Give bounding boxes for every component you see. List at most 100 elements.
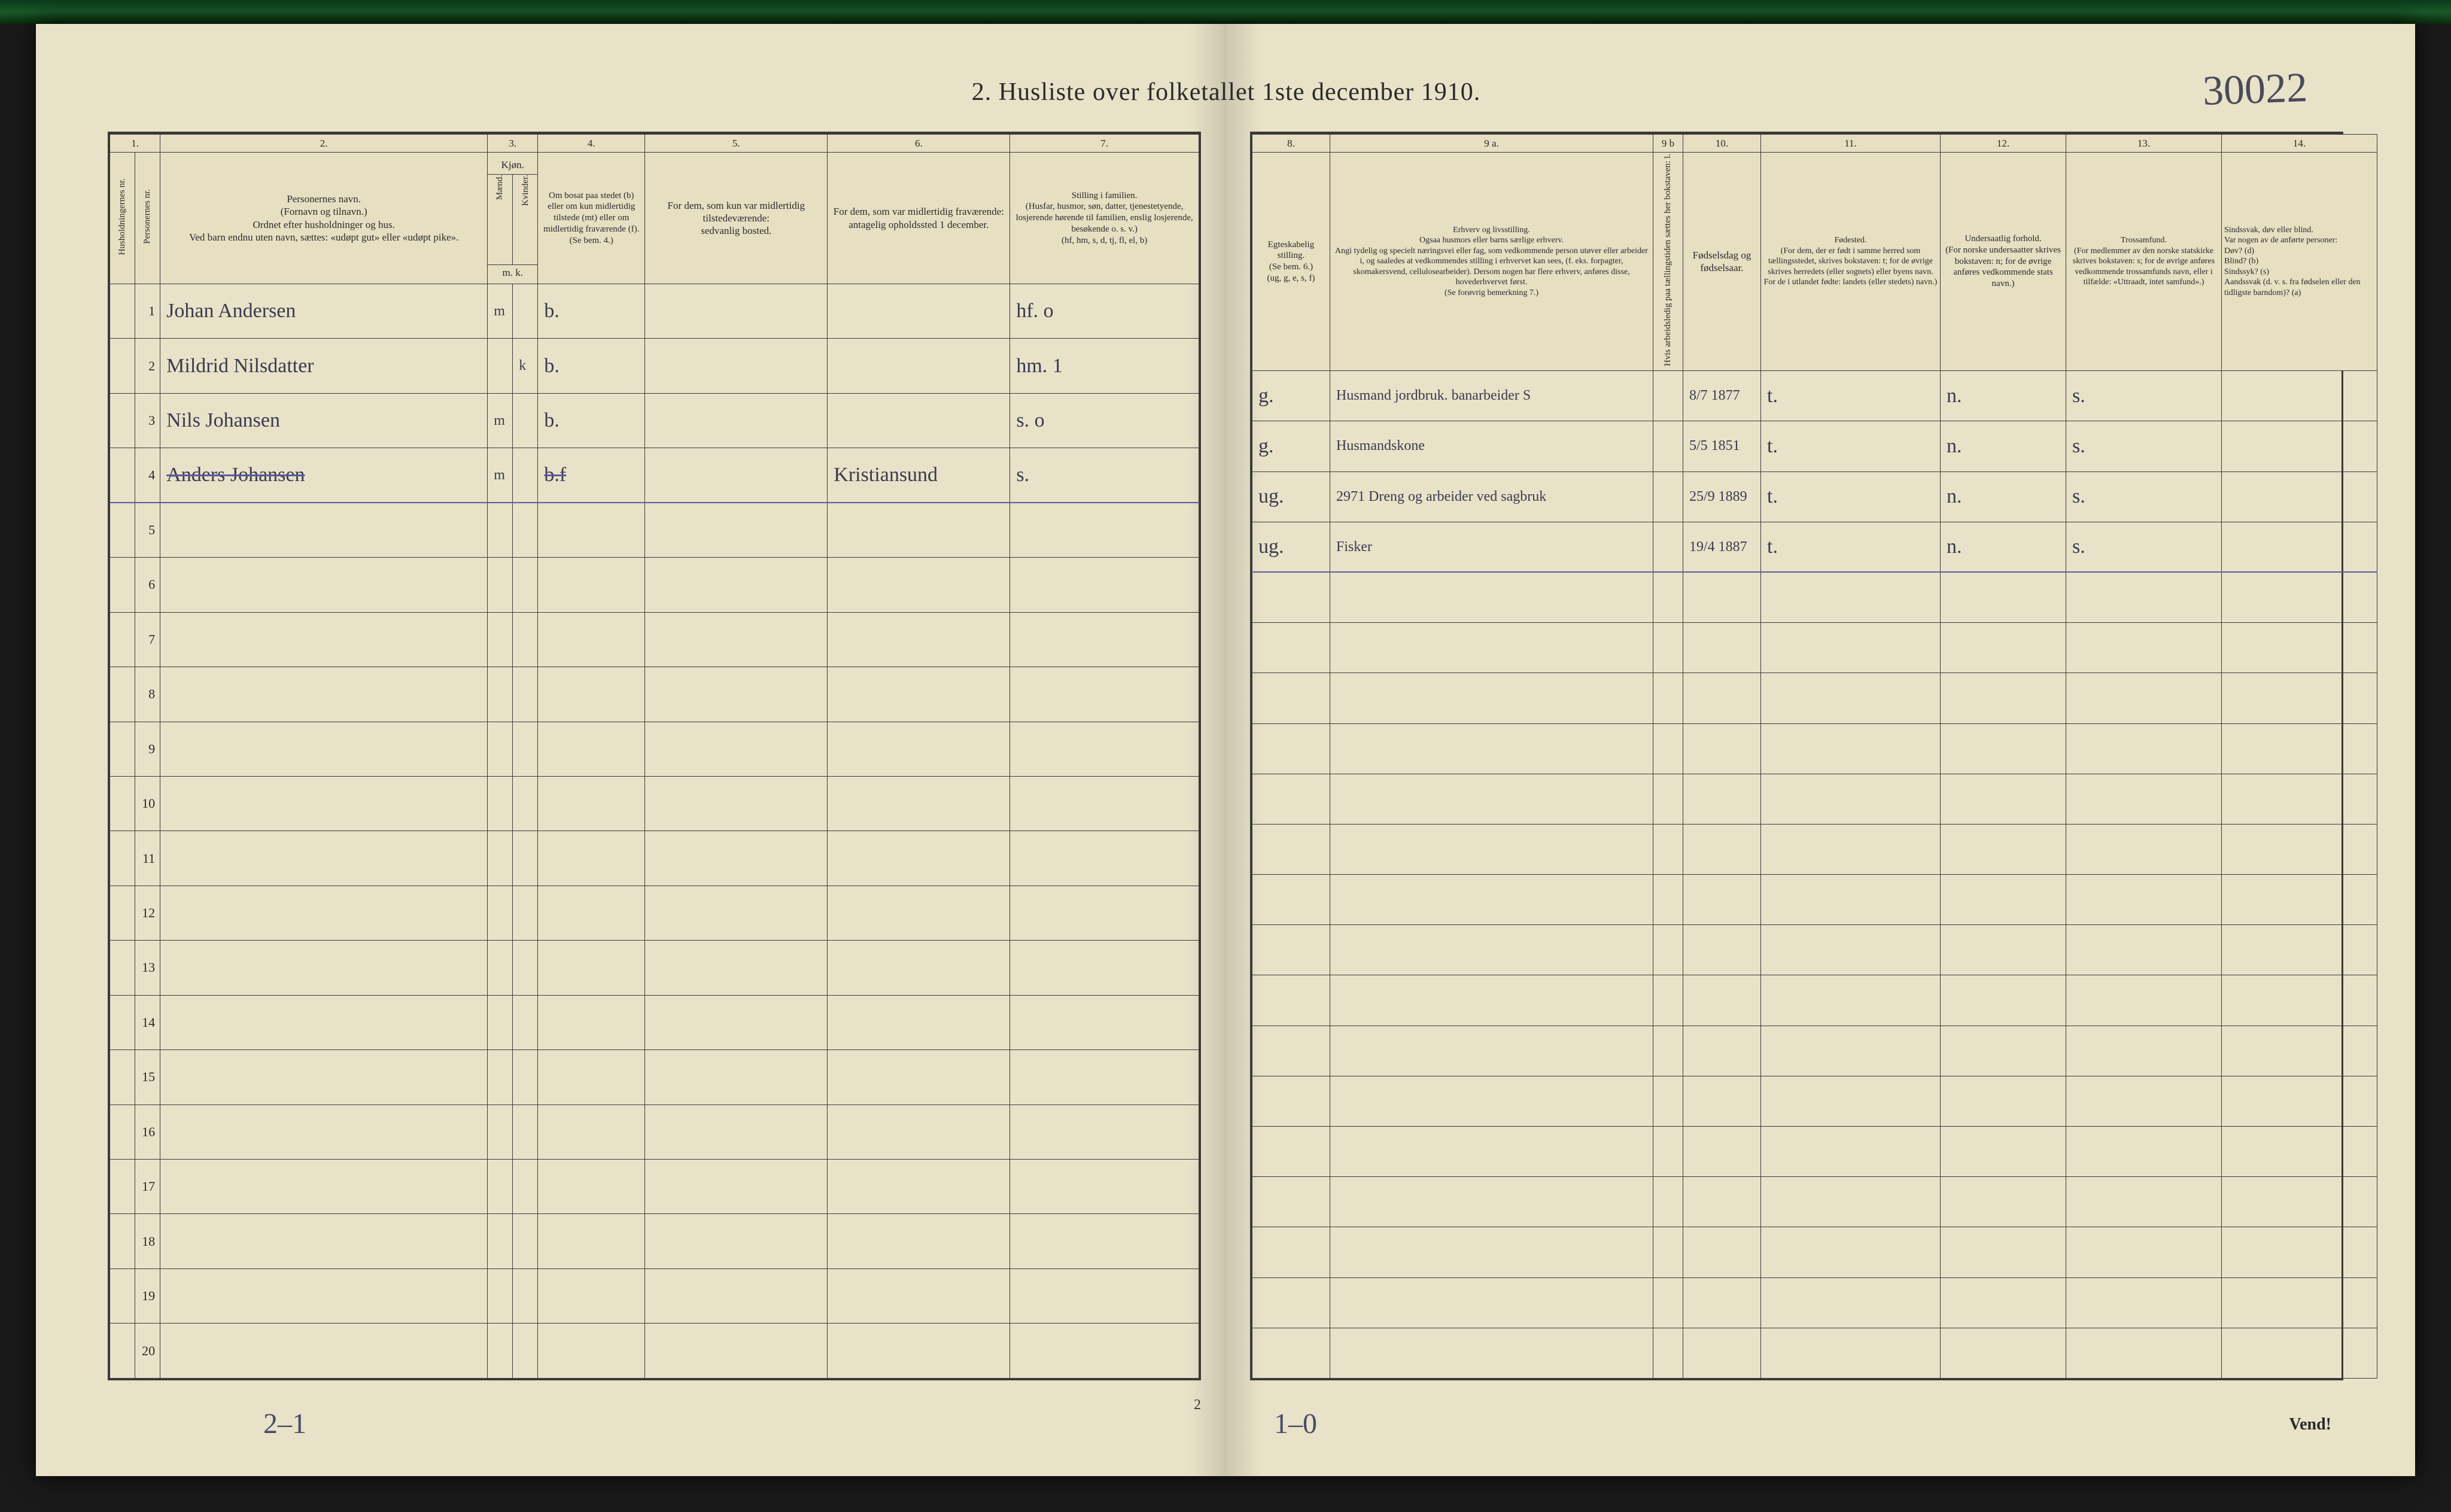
tros-cell: s. <box>2066 421 2222 471</box>
empty-cell <box>1010 995 1199 1049</box>
empty-cell <box>538 722 645 776</box>
empty-cell <box>1653 1127 1683 1177</box>
column-number-row-r: 8. 9 a. 9 b 10. 11. 12. 13. 14. <box>1252 135 2377 153</box>
empty-cell <box>1653 824 1683 874</box>
midl-frav-cell <box>828 339 1010 393</box>
person-nr-cell: 17 <box>135 1160 160 1214</box>
empty-cell <box>1653 975 1683 1026</box>
empty-cell <box>1252 572 1330 622</box>
empty-cell <box>1330 774 1653 824</box>
empty-cell <box>1252 723 1330 774</box>
empty-cell <box>828 941 1010 995</box>
table-row-empty: 18 <box>110 1214 1199 1268</box>
empty-cell <box>2066 1177 2222 1227</box>
tros-cell: s. <box>2066 471 2222 522</box>
empty-cell <box>828 722 1010 776</box>
dob-cell: 8/7 1877 <box>1683 371 1761 421</box>
empty-cell <box>1683 1177 1761 1227</box>
empty-cell <box>1653 572 1683 622</box>
table-row-empty: 7 <box>110 612 1199 667</box>
sex-k-cell <box>513 284 538 339</box>
empty-cell <box>538 1268 645 1323</box>
table-row-empty <box>1252 673 2377 723</box>
empty-cell <box>645 1160 828 1214</box>
empty-cell <box>488 722 513 776</box>
person-nr-cell: 1 <box>135 284 160 339</box>
empty-cell <box>1683 1227 1761 1277</box>
empty-cell <box>1941 572 2066 622</box>
empty-cell <box>160 831 488 886</box>
hushold-cell <box>110 1268 135 1323</box>
empty-cell <box>1761 824 1941 874</box>
footer-tally-left: 2–1 <box>263 1407 306 1440</box>
name-cell: Mildrid Nilsdatter <box>160 339 488 393</box>
empty-cell <box>538 1105 645 1159</box>
empty-cell <box>1330 673 1653 723</box>
empty-cell <box>1941 1277 2066 1328</box>
empty-cell <box>160 776 488 830</box>
arbeidsledig-cell <box>1653 421 1683 471</box>
colnum-5: 5. <box>645 135 828 153</box>
empty-cell <box>1330 925 1653 975</box>
empty-cell <box>645 941 828 995</box>
empty-cell <box>160 503 488 557</box>
empty-cell <box>538 503 645 557</box>
empty-cell <box>2222 1127 2377 1177</box>
hdr-midl-tilstede: For dem, som kun var midlertidig tilsted… <box>645 153 828 284</box>
empty-cell <box>160 886 488 940</box>
table-row-empty: 13 <box>110 941 1199 995</box>
table-row-empty <box>1252 1328 2377 1378</box>
empty-cell <box>2066 723 2222 774</box>
scanner-top-bar <box>0 0 2451 24</box>
table-row-empty <box>1252 925 2377 975</box>
fodested-cell: t. <box>1761 371 1941 421</box>
person-nr-cell: 19 <box>135 1268 160 1323</box>
dob-cell: 25/9 1889 <box>1683 471 1761 522</box>
empty-cell <box>1761 875 1941 925</box>
empty-cell <box>828 1268 1010 1323</box>
hdr-fodested: Fødested. (For dem, der er født i samme … <box>1761 153 1941 371</box>
empty-cell <box>1683 1076 1761 1126</box>
egteskab-cell: g. <box>1252 421 1330 471</box>
empty-cell <box>2066 1277 2222 1328</box>
empty-cell <box>1330 623 1653 673</box>
empty-cell <box>1683 1328 1761 1378</box>
person-nr-cell: 9 <box>135 722 160 776</box>
empty-cell <box>1653 875 1683 925</box>
famstilling-cell: hm. 1 <box>1010 339 1199 393</box>
hdr-personnr: Personernes nr. <box>135 153 160 284</box>
empty-cell <box>828 831 1010 886</box>
person-nr-cell: 5 <box>135 503 160 557</box>
colnum-14: 14. <box>2222 135 2377 153</box>
empty-cell <box>1330 824 1653 874</box>
table-row-empty: 15 <box>110 1050 1199 1105</box>
table-row-empty <box>1252 623 2377 673</box>
empty-cell <box>2222 1328 2377 1378</box>
empty-cell <box>1252 1177 1330 1227</box>
empty-cell <box>1683 925 1761 975</box>
empty-cell <box>1330 1076 1653 1126</box>
table-row: g.Husmandskone5/5 1851t.n.s. <box>1252 421 2377 471</box>
empty-cell <box>1653 925 1683 975</box>
empty-cell <box>488 886 513 940</box>
hushold-cell <box>110 941 135 995</box>
empty-cell <box>1252 1277 1330 1328</box>
empty-cell <box>1653 1227 1683 1277</box>
empty-cell <box>828 612 1010 667</box>
empty-cell <box>1761 1076 1941 1126</box>
table-body-right: g.Husmand jordbruk. banarbeider S8/7 187… <box>1252 371 2377 1379</box>
empty-cell <box>160 1268 488 1323</box>
hdr-fodselsdag: Fødselsdag og fødselsaar. <box>1683 153 1761 371</box>
empty-cell <box>1683 975 1761 1026</box>
empty-cell <box>1653 774 1683 824</box>
table-row-empty: 6 <box>110 558 1199 612</box>
empty-cell <box>538 1160 645 1214</box>
empty-cell <box>2222 1026 2377 1076</box>
empty-cell <box>538 1050 645 1105</box>
empty-cell <box>1252 975 1330 1026</box>
colnum-2: 2. <box>160 135 488 153</box>
empty-cell <box>488 831 513 886</box>
empty-cell <box>1010 667 1199 722</box>
sinds-cell <box>2222 421 2377 471</box>
person-nr-cell: 7 <box>135 612 160 667</box>
